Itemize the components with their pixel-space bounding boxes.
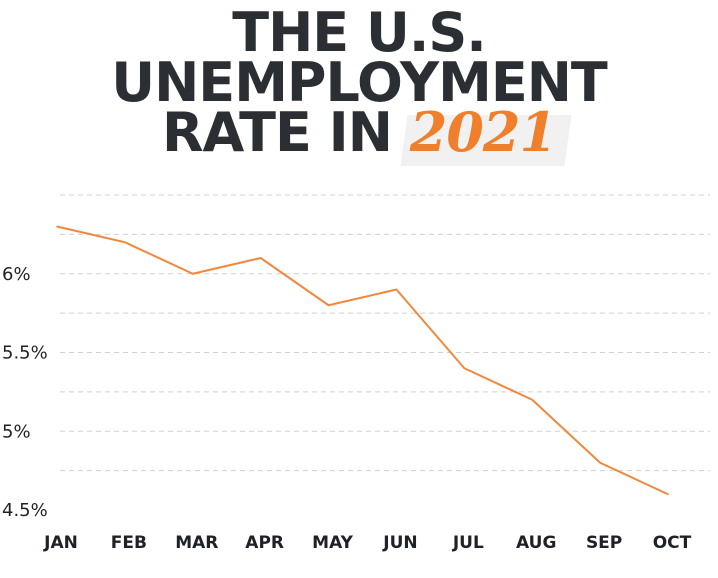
data-point	[124, 241, 126, 244]
data-point	[463, 367, 466, 370]
chart-title-prefix: RATE IN	[161, 101, 393, 164]
data-point	[667, 493, 669, 496]
x-tick-label: MAY	[312, 533, 353, 553]
chart-title-year-wrap: 2021	[400, 105, 572, 166]
data-point	[191, 272, 194, 275]
data-point	[599, 461, 601, 464]
x-tick-label: SEP	[586, 533, 622, 553]
data-point	[531, 398, 534, 401]
data-point	[259, 257, 262, 259]
chart-title-line-1: THE U.S.	[232, 1, 486, 64]
data-point	[395, 288, 398, 291]
x-tick-label: AUG	[516, 533, 556, 553]
x-tick-label: OCT	[653, 533, 692, 553]
y-tick-label: 4.5%	[2, 500, 48, 521]
x-tick-label: FEB	[111, 533, 147, 553]
grid-lines	[60, 194, 710, 472]
x-tick-label: APR	[245, 533, 284, 553]
data-point	[56, 225, 58, 228]
y-tick-label: 5.5%	[2, 343, 48, 364]
series-group	[56, 225, 669, 496]
data-point	[327, 304, 330, 307]
x-tick-label: JUN	[382, 533, 417, 553]
x-tick-label: JUL	[452, 533, 484, 553]
x-tick-label: JAN	[43, 533, 78, 553]
chart-title-year: 2021	[409, 100, 557, 164]
y-axis-ticks: 4.5% 5% 5.5% 6%	[2, 264, 48, 521]
series-line	[56, 225, 669, 496]
y-tick-label: 6%	[2, 264, 31, 285]
chart-title-line-2: UNEMPLOYMENT	[111, 51, 607, 114]
y-tick-label: 5%	[2, 421, 31, 442]
chart-title-line-3: RATE IN 2021	[0, 105, 718, 166]
x-axis-ticks: JAN FEB MAR APR MAY JUN JUL AUG SEP OCT	[43, 533, 692, 553]
x-tick-label: MAR	[175, 533, 218, 553]
